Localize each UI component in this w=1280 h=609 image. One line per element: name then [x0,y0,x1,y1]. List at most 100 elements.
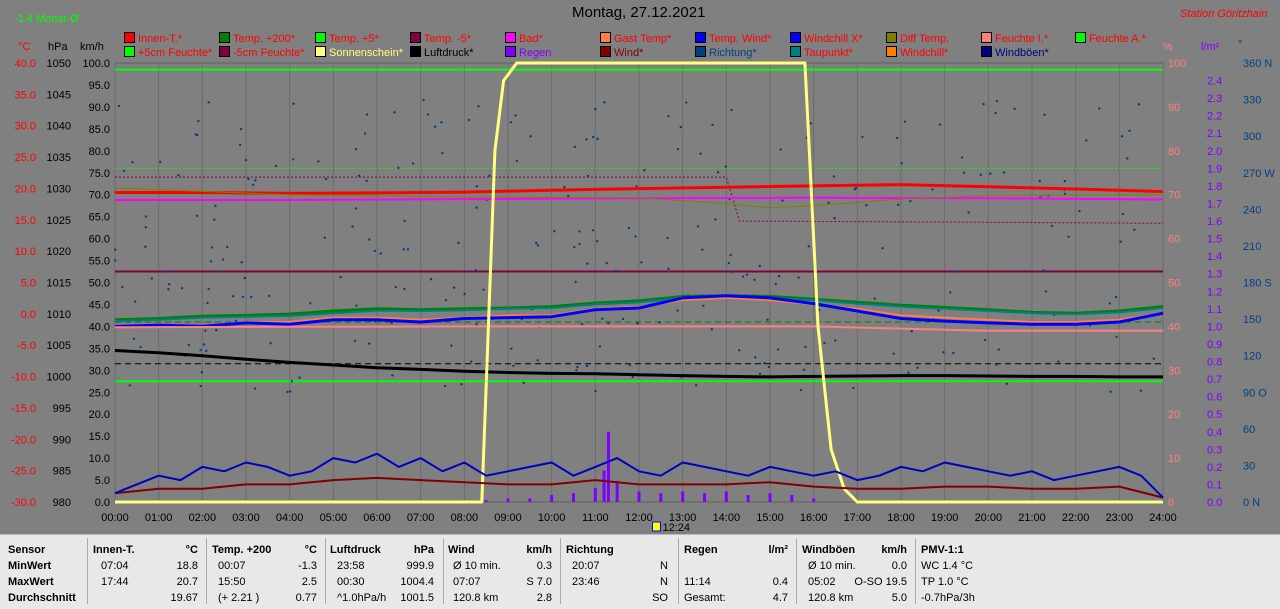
rain-axis-tick: 0.7 [1207,374,1222,386]
unit-kmh: km/h [80,41,104,53]
pressure-axis-tick: 1025 [47,215,71,227]
column-divider [915,538,916,604]
direction-point [250,295,253,299]
rain-axis-tick: 0.6 [1207,392,1222,404]
direction-point [113,248,117,251]
direction-point [353,339,357,343]
stats-cell: 2.5 [301,576,317,588]
legend-item[interactable]: Bad* [505,32,543,46]
direction-point [444,298,448,302]
direction-axis-tick: 30 [1243,460,1255,472]
legend-swatch [410,32,421,43]
direction-point [710,328,713,331]
series-line [115,183,1164,195]
legend-label: +5cm Feuchte* [138,47,213,59]
stats-cell: N [660,560,668,572]
legend-item[interactable]: Feuchte A.* [1075,32,1146,46]
legend-item[interactable]: Richtung* [695,46,757,60]
legend-item[interactable]: Temp. +5* [315,32,379,46]
legend-item[interactable]: +5cm Feuchte* [124,46,212,60]
rain-axis-tick: 0.3 [1207,444,1222,456]
direction-axis-tick: 90 O [1243,387,1267,399]
legend-item[interactable]: Regen [505,46,551,60]
direction-point [601,317,604,320]
legend-item[interactable]: Windchill X* [790,32,863,46]
direction-point [403,219,406,223]
direction-point [1097,107,1101,110]
rain-bar [528,498,532,502]
direction-point [429,278,433,281]
legend-item[interactable]: Sonnenschein* [315,46,403,60]
x-tick-label: 14:00 [713,512,741,524]
stats-cell: 07:04 [101,560,129,572]
legend-label: Temp. Wind* [709,33,772,45]
humidity-axis-tick: 40 [1168,321,1180,333]
legend-item[interactable]: Windböen* [981,46,1049,60]
legend-item[interactable]: Taupunkt* [790,46,853,60]
legend-item[interactable]: Temp. +200* [219,32,295,46]
wind-axis-tick: 40.0 [89,321,110,333]
legend-swatch [219,32,230,43]
legend-label: Luftdruck* [424,47,474,59]
temp-axis-tick: 10.0 [15,246,36,258]
pressure-axis-tick: 1000 [47,372,71,384]
direction-point [676,309,679,312]
direction-axis-tick: 180 S [1243,278,1272,290]
direction-point [1120,135,1124,138]
legend-item[interactable]: Diff Temp. [886,32,949,46]
stats-row-label: MaxWert [8,576,54,588]
direction-point [121,285,124,289]
stats-cell: Ø 10 min. [453,560,501,572]
direction-point [1137,103,1141,106]
direction-point [460,382,463,386]
direction-point [598,345,602,348]
legend-item[interactable]: Feuchte I.* [981,32,1048,46]
direction-point [563,185,566,189]
rain-axis-tick: 1.7 [1207,198,1222,210]
direction-point [354,147,358,151]
direction-point [199,384,202,388]
legend-item[interactable]: Gast Temp* [600,32,671,46]
pressure-axis-tick: 980 [53,497,71,509]
chart-panel: 00:00 01:00 02:00 03:00 04:00 05:00 06:00 07:00… [10,5,1276,534]
column-divider [206,538,207,604]
direction-point [324,177,328,181]
rain-bar [790,494,794,502]
direction-point [553,229,556,233]
stats-header: km/h [526,544,552,556]
direction-point [426,113,430,116]
direction-point [522,381,525,385]
pressure-axis-tick: 1005 [47,340,71,352]
legend-item[interactable]: -5cm Feuchte* [219,46,305,60]
stats-header: Richtung [566,544,614,556]
direction-point [594,389,597,393]
x-tick-label: 09:00 [494,512,522,524]
direction-point [206,301,209,305]
stats-header: Wind [448,544,475,556]
legend-item[interactable]: Luftdruck* [410,46,474,60]
direction-point [666,236,669,240]
legend-item[interactable]: Temp. -5* [410,32,471,46]
wind-axis-tick: 30.0 [89,365,110,377]
legend-label: Feuchte A.* [1089,33,1146,45]
stats-cell: 17:44 [101,576,129,588]
direction-point [139,345,142,349]
direction-point [643,169,646,172]
wind-axis-tick: 80.0 [89,146,110,158]
legend-item[interactable]: Temp. Wind* [695,32,771,46]
stats-cell: 07:07 [453,576,481,588]
legend-label: Windchill* [900,47,949,59]
legend-item[interactable]: Innen-T.* [124,32,182,46]
legend-swatch [315,32,326,43]
direction-axis-tick: 270 W [1243,168,1275,180]
legend-item[interactable]: Windchill* [886,46,948,60]
wind-axis-tick: 50.0 [89,278,110,290]
rain-axis-tick: 0.5 [1207,409,1222,421]
direction-point [909,199,912,203]
direction-point [440,121,443,124]
station-name: Station Göritzhain [1180,8,1268,20]
temp-axis-tick: 5.0 [21,278,36,290]
x-tick-label: 07:00 [407,512,435,524]
legend-item[interactable]: Wind* [600,46,643,60]
legend-label: Temp. +200* [233,33,296,45]
